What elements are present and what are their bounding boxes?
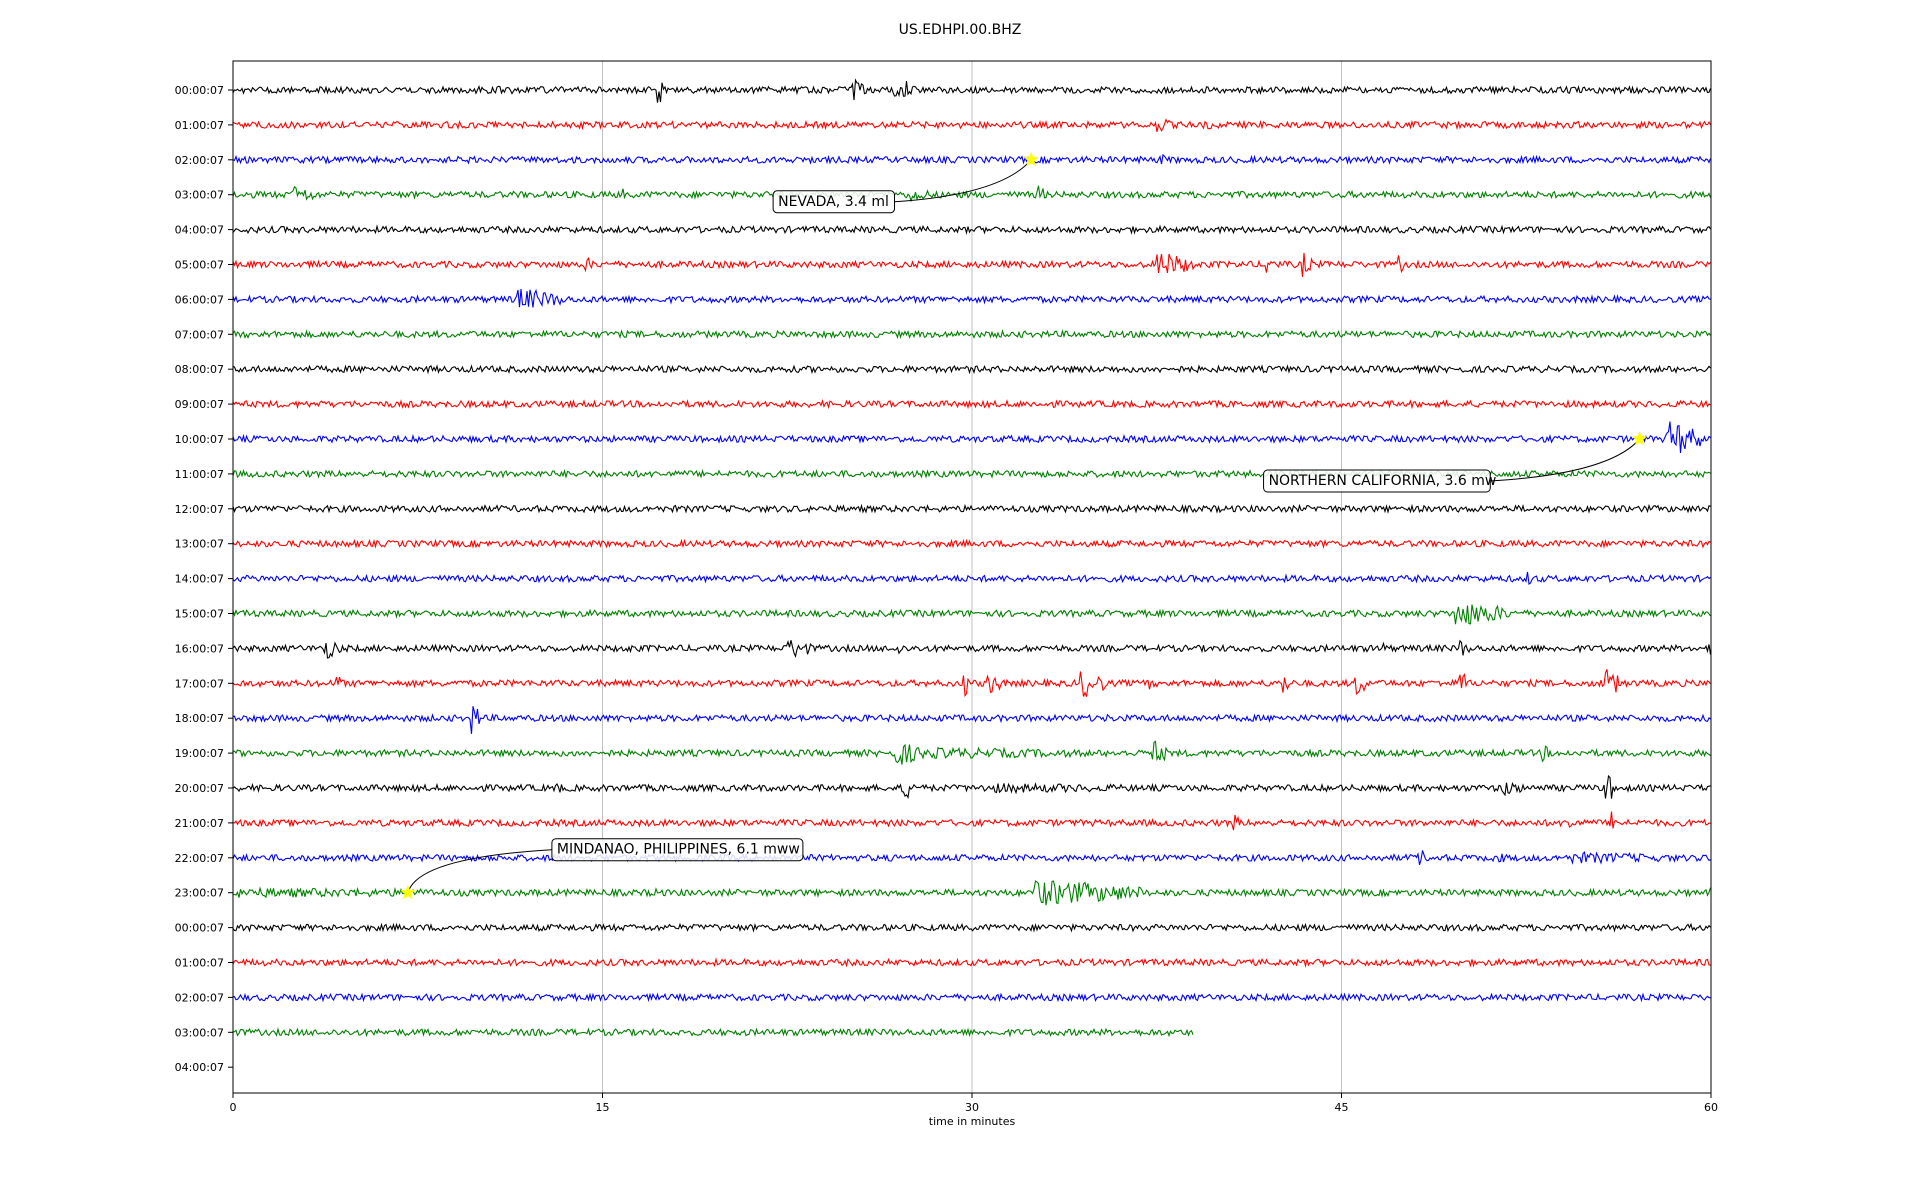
- trace-row-13: [232, 538, 1711, 549]
- trace-row-24: [232, 922, 1711, 933]
- trace-row-12: [232, 503, 1711, 515]
- event-connector: [894, 159, 1032, 203]
- y-tick-label: 04:00:07: [175, 224, 224, 237]
- trace-row-17: [232, 669, 1711, 698]
- trace-row-27: [232, 1027, 1194, 1038]
- event-label: NORTHERN CALIFORNIA, 3.6 mw: [1269, 473, 1497, 489]
- y-tick-label: 18:00:07: [175, 712, 224, 725]
- trace-row-1: [232, 118, 1711, 133]
- y-tick-label: 21:00:07: [175, 817, 224, 830]
- trace-row-16: [232, 639, 1712, 659]
- event-label: MINDANAO, PHILIPPINES, 6.1 mww: [557, 842, 800, 858]
- y-tick-label: 10:00:07: [175, 433, 224, 446]
- event-connector: [1490, 438, 1640, 482]
- y-tick-label: 01:00:07: [175, 957, 224, 970]
- event-star-marker: [1632, 431, 1648, 446]
- y-tick-label: 19:00:07: [175, 747, 224, 760]
- x-tick-label: 45: [1335, 1101, 1349, 1114]
- y-tick-label: 02:00:07: [175, 991, 224, 1004]
- trace-row-5: [232, 252, 1711, 277]
- trace-row-8: [232, 364, 1711, 375]
- event-connector: [407, 849, 552, 893]
- y-tick-label: 07:00:07: [175, 328, 224, 341]
- y-tick-label: 16:00:07: [175, 642, 224, 655]
- trace-row-18: [232, 706, 1711, 734]
- chart-title: US.EDHPI.00.BHZ: [898, 22, 1022, 38]
- trace-row-26: [232, 992, 1711, 1003]
- event-star-marker: [400, 884, 416, 900]
- x-tick-label: 15: [596, 1101, 610, 1114]
- y-tick-label: 08:00:07: [175, 363, 224, 376]
- trace-row-14: [232, 571, 1711, 585]
- x-tick-label: 0: [230, 1101, 237, 1114]
- x-axis-label: time in minutes: [929, 1115, 1016, 1128]
- trace-row-10: [232, 421, 1711, 454]
- y-tick-label: 00:00:07: [175, 84, 224, 97]
- y-tick-label: 17:00:07: [175, 677, 224, 690]
- trace-row-9: [232, 399, 1711, 410]
- trace-row-7: [232, 329, 1711, 340]
- y-tick-label: 14:00:07: [175, 573, 224, 586]
- event-annotations: NEVADA, 3.4 ml NORTHERN CALIFORNIA, 3.6 m…: [400, 151, 1648, 900]
- trace-row-6: [232, 288, 1711, 308]
- trace-row-0: [232, 78, 1712, 103]
- y-tick-label: 15:00:07: [175, 608, 224, 621]
- seismic-traces: [232, 78, 1712, 1038]
- x-tick-label: 30: [965, 1101, 979, 1114]
- y-axis-labels: 00:00:07 01:00:07 02:00:07 03:00:07 04:00:07…: [175, 84, 233, 1074]
- y-tick-label: 20:00:07: [175, 782, 224, 795]
- y-tick-label: 03:00:07: [175, 189, 224, 202]
- trace-row-4: [232, 224, 1711, 235]
- x-axis-ticks: 0 15 30 45 60: [230, 1093, 1718, 1114]
- trace-row-19: [232, 740, 1711, 765]
- trace-row-21: [232, 811, 1711, 831]
- y-tick-label: 00:00:07: [175, 922, 224, 935]
- y-tick-label: 13:00:07: [175, 538, 224, 551]
- trace-row-2: [232, 153, 1712, 165]
- y-tick-label: 06:00:07: [175, 293, 224, 306]
- trace-row-22: [232, 850, 1711, 865]
- grid-lines: [602, 61, 1342, 1093]
- event-star-marker: [1023, 151, 1039, 167]
- y-tick-label: 22:00:07: [175, 852, 224, 865]
- event-label: NEVADA, 3.4 ml: [778, 194, 889, 210]
- y-tick-label: 09:00:07: [175, 398, 224, 411]
- event-annotation: NORTHERN CALIFORNIA, 3.6 mw: [1263, 431, 1648, 493]
- y-tick-label: 23:00:07: [175, 887, 224, 900]
- event-annotation: NEVADA, 3.4 ml: [772, 151, 1039, 214]
- trace-row-20: [232, 774, 1711, 800]
- y-tick-label: 12:00:07: [175, 503, 224, 516]
- trace-row-25: [232, 957, 1711, 968]
- y-tick-label: 11:00:07: [175, 468, 224, 481]
- y-tick-label: 04:00:07: [175, 1061, 224, 1074]
- y-tick-label: 03:00:07: [175, 1026, 224, 1039]
- plot-frame: [232, 60, 1712, 1094]
- y-tick-label: 05:00:07: [175, 259, 224, 272]
- trace-row-15: [232, 604, 1711, 625]
- trace-row-3: [232, 185, 1712, 203]
- event-annotation: MINDANAO, PHILIPPINES, 6.1 mww: [400, 838, 804, 900]
- y-tick-label: 02:00:07: [175, 154, 224, 167]
- trace-row-23: [232, 880, 1712, 906]
- x-tick-label: 60: [1704, 1101, 1718, 1114]
- y-tick-label: 01:00:07: [175, 119, 224, 132]
